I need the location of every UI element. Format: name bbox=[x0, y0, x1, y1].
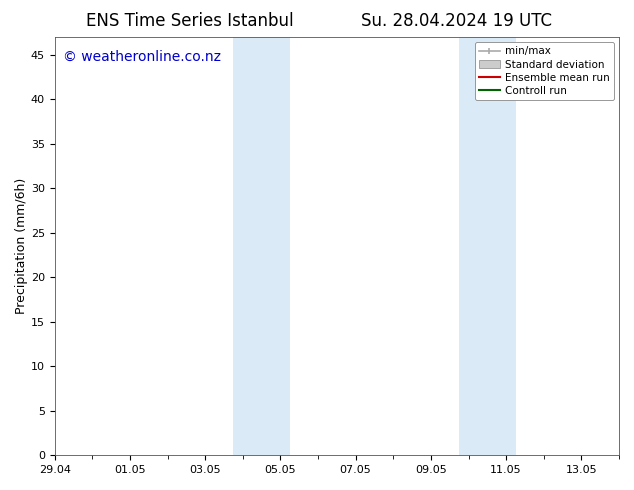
Y-axis label: Precipitation (mm/6h): Precipitation (mm/6h) bbox=[15, 178, 28, 314]
Bar bbox=[233, 37, 290, 455]
Text: ENS Time Series Istanbul: ENS Time Series Istanbul bbox=[86, 12, 294, 30]
Text: © weatheronline.co.nz: © weatheronline.co.nz bbox=[63, 49, 221, 64]
Bar bbox=[459, 37, 515, 455]
Legend: min/max, Standard deviation, Ensemble mean run, Controll run: min/max, Standard deviation, Ensemble me… bbox=[475, 42, 614, 100]
Text: Su. 28.04.2024 19 UTC: Su. 28.04.2024 19 UTC bbox=[361, 12, 552, 30]
